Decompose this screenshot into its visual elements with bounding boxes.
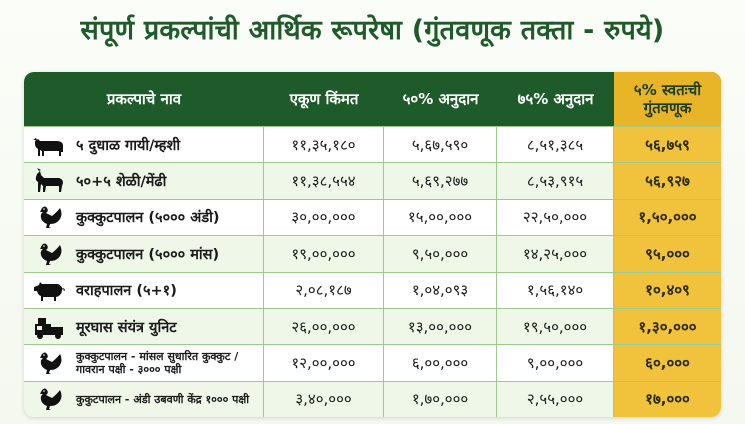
subsidy-75-cell: ९,००,००० [497,345,614,381]
subsidy-50-cell: ६,००,००० [384,345,497,381]
project-name-cell: ५ दुधाळ गायी/म्हशी [24,127,264,163]
project-name: कुक्कुटपालन (५००० अंडी) [76,210,220,227]
own-investment-cell: ९५,००० [614,236,721,272]
page-title: संपूर्ण प्रकल्पांची आर्थिक रूपरेषा (गुंत… [80,15,665,46]
total-cost-cell: ११,३८,५५४ [264,163,384,199]
project-name-cell: कुक्कुटपालन - मांसल सुधारित कुक्कुट /गाव… [24,345,264,381]
own-investment-cell: ६०,००० [614,345,721,381]
pig-icon [32,277,66,303]
own-investment-cell: ५६,९२७ [614,163,721,199]
project-name: ५०+५ शेळी/मेंढी [76,174,167,191]
subsidy-75-cell: १,५६,१४० [497,272,614,308]
subsidy-75-cell: ८,५३,९१५ [497,163,614,199]
subsidy-50-cell: १५,००,००० [384,199,497,236]
chicken-icon [32,241,66,267]
subsidy-75-cell: २२,५०,००० [497,199,614,236]
total-cost-cell: २,०८,१८७ [264,272,384,308]
project-name: मूरघास संयंत्र युनिट [76,319,177,336]
investment-table: प्रकल्पाचे नाव एकूण किंमत ५०% अनुदान ७५%… [24,72,721,417]
subsidy-50-cell: ५,६९,२७७ [384,163,497,199]
table-row: कुक्कुटपालन (५००० अंडी) ३०,००,००० १५,००,००… [24,198,721,236]
subsidy-50-cell: १,७०,००० [384,381,497,417]
total-cost-cell: ३,४०,००० [264,381,384,417]
table-row: कुक्कुटपालन (५००० मांस) १९,००,००० ९,५०,०००… [24,235,721,272]
table-body: ५ दुधाळ गायी/म्हशी ११,३५,१८० ५,६७,५९० ८,५१,… [24,126,721,417]
own-investment-cell: १०,४०९ [614,272,721,308]
project-name: ५ दुधाळ गायी/म्हशी [76,137,181,154]
project-name-cell: कुकुटपालन - अंडी उबवणी केंद्र १००० पक्षी [24,381,264,417]
subsidy-50-cell: १,०४,०९३ [384,272,497,308]
subsidy-50-cell: १३,००,००० [384,308,497,345]
total-cost-cell: ३०,००,००० [264,199,384,236]
total-cost-cell: ११,३५,१८० [264,127,384,163]
project-name: कुक्कुटपालन (५००० मांस) [76,246,220,263]
header-subsidy-50: ५०% अनुदान [402,90,479,108]
project-name-cell: कुक्कुटपालन (५००० अंडी) [24,199,264,236]
subsidy-75-cell: २,५५,००० [497,381,614,417]
cow-icon [32,132,66,158]
subsidy-50-cell: ९,५०,००० [384,236,497,272]
fodder-machine-icon [32,314,66,340]
project-name: कुक्कुटपालन - मांसल सुधारित कुक्कुट /गाव… [76,350,239,377]
subsidy-75-cell: १९,५०,००० [497,308,614,345]
table-row: कुकुटपालन - अंडी उबवणी केंद्र १००० पक्षी… [24,380,721,417]
goat-icon [32,168,66,194]
table-row: वराहपालन (५+१) २,०८,१८७ १,०४,०९३ १,५६,१४० १०… [24,271,721,308]
header-own-investment: ५% स्वतःची गुंतवणूक [614,72,721,126]
header-project-name: प्रकल्पाचे नाव [106,90,182,108]
header-subsidy-75: ७५% अनुदान [517,90,594,108]
subsidy-50-cell: ५,६७,५९० [384,127,497,163]
chicken-icon [32,204,66,230]
subsidy-75-cell: ८,५१,३८५ [497,127,614,163]
total-cost-cell: १२,००,००० [264,345,384,381]
total-cost-cell: २६,००,००० [264,308,384,345]
project-name-cell: कुक्कुटपालन (५००० मांस) [24,236,264,272]
own-investment-cell: १,३०,००० [614,308,721,345]
own-investment-cell: १७,००० [614,381,721,417]
table-row: कुक्कुटपालन - मांसल सुधारित कुक्कुट /गाव… [24,344,721,381]
project-name: वराहपालन (५+१) [76,283,177,300]
table-row: ५ दुधाळ गायी/म्हशी ११,३५,१८० ५,६७,५९० ८,५१,… [24,126,721,163]
header-total-cost: एकूण किंमत [289,90,359,108]
own-investment-cell: ५६,७५९ [614,127,721,163]
chicken-icon [32,350,66,376]
total-cost-cell: १९,००,००० [264,236,384,272]
project-name-cell: मूरघास संयंत्र युनिट [24,308,264,345]
project-name: कुकुटपालन - अंडी उबवणी केंद्र १००० पक्षी [76,392,250,406]
table-header: प्रकल्पाचे नाव एकूण किंमत ५०% अनुदान ७५%… [24,72,721,126]
table-row: मूरघास संयंत्र युनिट २६,००,००० १३,००,००० १९… [24,307,721,345]
project-name-cell: वराहपालन (५+१) [24,272,264,308]
chicken-icon [32,386,66,412]
project-name-cell: ५०+५ शेळी/मेंढी [24,163,264,199]
subsidy-75-cell: १४,२५,००० [497,236,614,272]
own-investment-cell: १,५०,००० [614,199,721,236]
table-row: ५०+५ शेळी/मेंढी ११,३८,५५४ ५,६९,२७७ ८,५३,९१५… [24,162,721,199]
